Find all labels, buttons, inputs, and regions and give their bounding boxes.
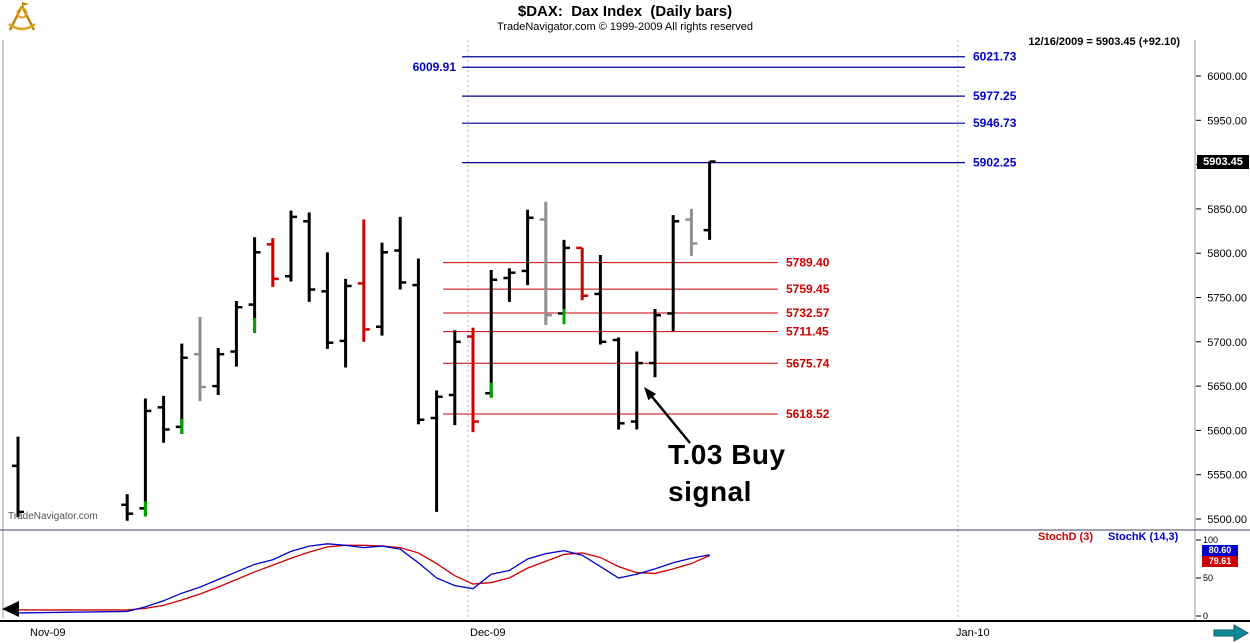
last-price-badge: 5903.45 (1197, 154, 1249, 169)
tradenavigator-logo-icon (4, 1, 40, 40)
stochd-value-badge: 79.61 (1202, 556, 1238, 567)
last-quote-readout: 12/16/2009 = 5903.45 (+92.10) (1028, 36, 1180, 48)
price-axis-label: 5600.00 (1207, 425, 1247, 437)
resistance-level-label: 5946.73 (973, 116, 1017, 130)
price-axis-label: 5550.00 (1207, 470, 1247, 482)
stochk-value-badge: 80.60 (1202, 545, 1238, 556)
x-axis-label: Dec-09 (470, 627, 505, 639)
support-level-label: 5675.74 (786, 356, 830, 370)
support-level-label: 5789.40 (786, 256, 830, 270)
stochk-line (17, 543, 710, 614)
price-axis-label: 5850.00 (1207, 204, 1247, 216)
watermark-text: TradeNavigator.com (8, 511, 98, 522)
gridlines-layer (0, 40, 1250, 622)
price-axis-label: 5500.00 (1207, 514, 1247, 526)
annotation-line1: T.03 Buy (668, 439, 786, 470)
annotation-arrow-layer (644, 387, 691, 444)
annotation-line2: signal (668, 476, 752, 507)
price-axis-label: 5950.00 (1207, 115, 1247, 127)
stochd-legend-label[interactable]: StochD (3) (1038, 531, 1093, 543)
stoch-axis-label: 100 (1203, 535, 1218, 545)
price-axis-label: 5650.00 (1207, 381, 1247, 393)
scroll-left-arrow-icon[interactable] (2, 601, 19, 617)
support-level-label: 5711.45 (786, 325, 829, 339)
stochastic-layer: 100 50 0 (17, 535, 1218, 621)
resistance-level-label: 6021.73 (973, 50, 1017, 64)
buy-signal-annotation: T.03 Buy signal (668, 436, 786, 510)
scroll-right-arrow-icon[interactable] (1212, 623, 1250, 643)
x-axis-label: Nov-09 (30, 627, 65, 639)
stochk-legend-label[interactable]: StochK (14,3) (1108, 531, 1179, 543)
support-level-label: 5732.57 (786, 306, 830, 320)
stochd-line (18, 544, 710, 611)
support-level-label: 5618.52 (786, 407, 830, 421)
stoch-axis-label: 50 (1203, 573, 1213, 583)
resistance-level-label: 5902.25 (973, 156, 1017, 170)
resistance-level-label: 6009.91 (413, 60, 457, 74)
price-axis-label: 5750.00 (1207, 293, 1247, 305)
price-axis-label: 5700.00 (1207, 337, 1247, 349)
stoch-axis-label: 0 (1203, 611, 1208, 621)
x-axis-label: Jan-10 (956, 627, 990, 639)
price-levels-layer: 6021.73 6009.91 5977.25 5946.73 5902.25 5789.… (413, 50, 1017, 421)
copyright-text: TradeNavigator.com © 1999-2009 All right… (497, 21, 753, 33)
resistance-level-label: 5977.25 (973, 89, 1017, 103)
price-axis-label: 6000.00 (1207, 71, 1247, 83)
price-axis-layer: 6000.005950.005900.005850.005800.005750.… (30, 71, 1247, 639)
support-level-label: 5759.45 (786, 282, 830, 296)
price-bars-layer (12, 160, 716, 521)
chart-title: $DAX: Dax Index (Daily bars) (517, 3, 733, 20)
price-axis-label: 5800.00 (1207, 248, 1247, 260)
